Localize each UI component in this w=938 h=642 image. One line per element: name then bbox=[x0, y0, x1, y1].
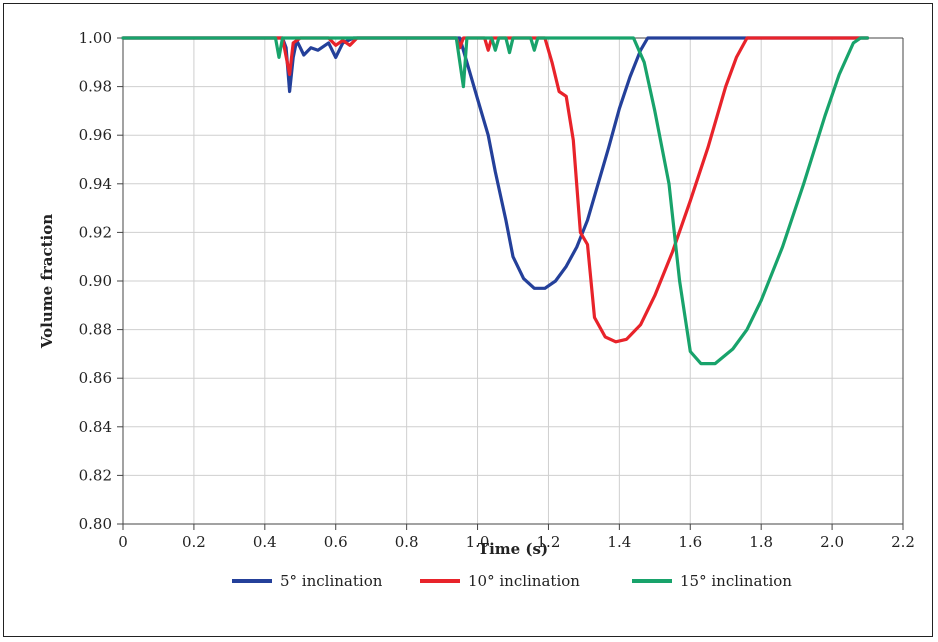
x-tick-label: 0.8 bbox=[395, 533, 419, 551]
legend-label: 5° inclination bbox=[280, 572, 383, 590]
x-tick-label: 0.6 bbox=[324, 533, 348, 551]
series-line bbox=[121, 36, 870, 366]
x-tick-label: 0.4 bbox=[253, 533, 277, 551]
x-tick-label: 2.0 bbox=[820, 533, 844, 551]
y-tick-label: 0.98 bbox=[79, 78, 112, 96]
y-tick-label: 0.90 bbox=[79, 272, 112, 290]
x-tick-label: 1.4 bbox=[607, 533, 631, 551]
x-tick-label: 1.0 bbox=[466, 533, 490, 551]
x-tick-label: 2.2 bbox=[891, 533, 915, 551]
y-tick-label: 1.00 bbox=[79, 29, 112, 47]
x-tick-label: 0 bbox=[118, 533, 128, 551]
series-line bbox=[121, 36, 870, 290]
y-tick-label: 0.80 bbox=[79, 515, 112, 533]
y-axis-title: Volume fraction bbox=[38, 214, 56, 349]
y-tick-label: 0.92 bbox=[79, 223, 112, 241]
x-axis-title: Time (s) bbox=[478, 540, 548, 558]
legend-label: 15° inclination bbox=[680, 572, 792, 590]
y-tick-label: 0.86 bbox=[79, 369, 112, 387]
chart-frame bbox=[3, 3, 933, 637]
y-tick-label: 0.96 bbox=[79, 126, 112, 144]
x-tick-label: 0.2 bbox=[182, 533, 206, 551]
series-line bbox=[121, 36, 870, 344]
legend-label: 10° inclination bbox=[468, 572, 580, 590]
y-tick-label: 0.84 bbox=[79, 418, 112, 436]
y-tick-label: 0.94 bbox=[79, 175, 112, 193]
y-tick-label: 0.88 bbox=[79, 321, 112, 339]
x-tick-label: 1.2 bbox=[537, 533, 561, 551]
x-tick-label: 1.6 bbox=[678, 533, 702, 551]
x-tick-label: 1.8 bbox=[749, 533, 773, 551]
y-tick-label: 0.82 bbox=[79, 466, 112, 484]
